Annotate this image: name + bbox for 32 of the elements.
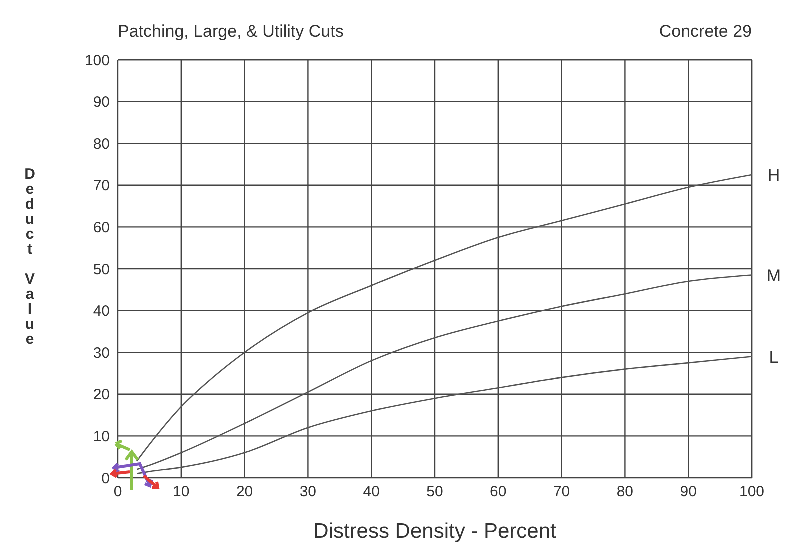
x-tick-label: 100 (739, 484, 765, 501)
y-tick-label: 80 (93, 136, 110, 153)
y-tick-label: 30 (93, 344, 110, 362)
x-tick-label: 10 (173, 484, 190, 501)
y-tick-label: 100 (84, 52, 110, 70)
text: Deduct Value (24, 166, 36, 348)
chart-subtitle: Concrete 29 (659, 22, 752, 42)
y-tick-label: 10 (93, 428, 110, 446)
y-tick-label: 40 (93, 303, 110, 320)
x-tick-label: 0 (114, 484, 122, 501)
x-tick-label: 60 (490, 484, 507, 501)
line-series (136, 174, 752, 462)
y-tick-label: 0 (102, 470, 110, 488)
chart-title: Patching, Large, & Utility Cuts (118, 22, 344, 42)
x-axis-title: Distress Density - Percent (314, 520, 557, 543)
y-tick-label: 20 (93, 386, 110, 404)
x-tick-label: 80 (616, 484, 634, 501)
line-series (136, 274, 752, 470)
x-tick-label: 40 (363, 484, 380, 501)
series-label: H (768, 166, 780, 185)
x-tick-label: 90 (680, 484, 697, 501)
line-series (136, 356, 752, 474)
x-tick-label: 30 (300, 484, 317, 501)
y-tick-label: 70 (93, 178, 110, 195)
y-tick-label: 60 (93, 220, 110, 237)
y-tick-label: 90 (93, 94, 110, 112)
series-label: L (769, 348, 779, 367)
x-tick-label: 50 (426, 484, 444, 501)
y-tick-label: 50 (93, 261, 110, 278)
x-tick-label: 20 (236, 484, 254, 501)
series-label: M (766, 266, 782, 286)
x-tick-label: 70 (553, 484, 570, 501)
